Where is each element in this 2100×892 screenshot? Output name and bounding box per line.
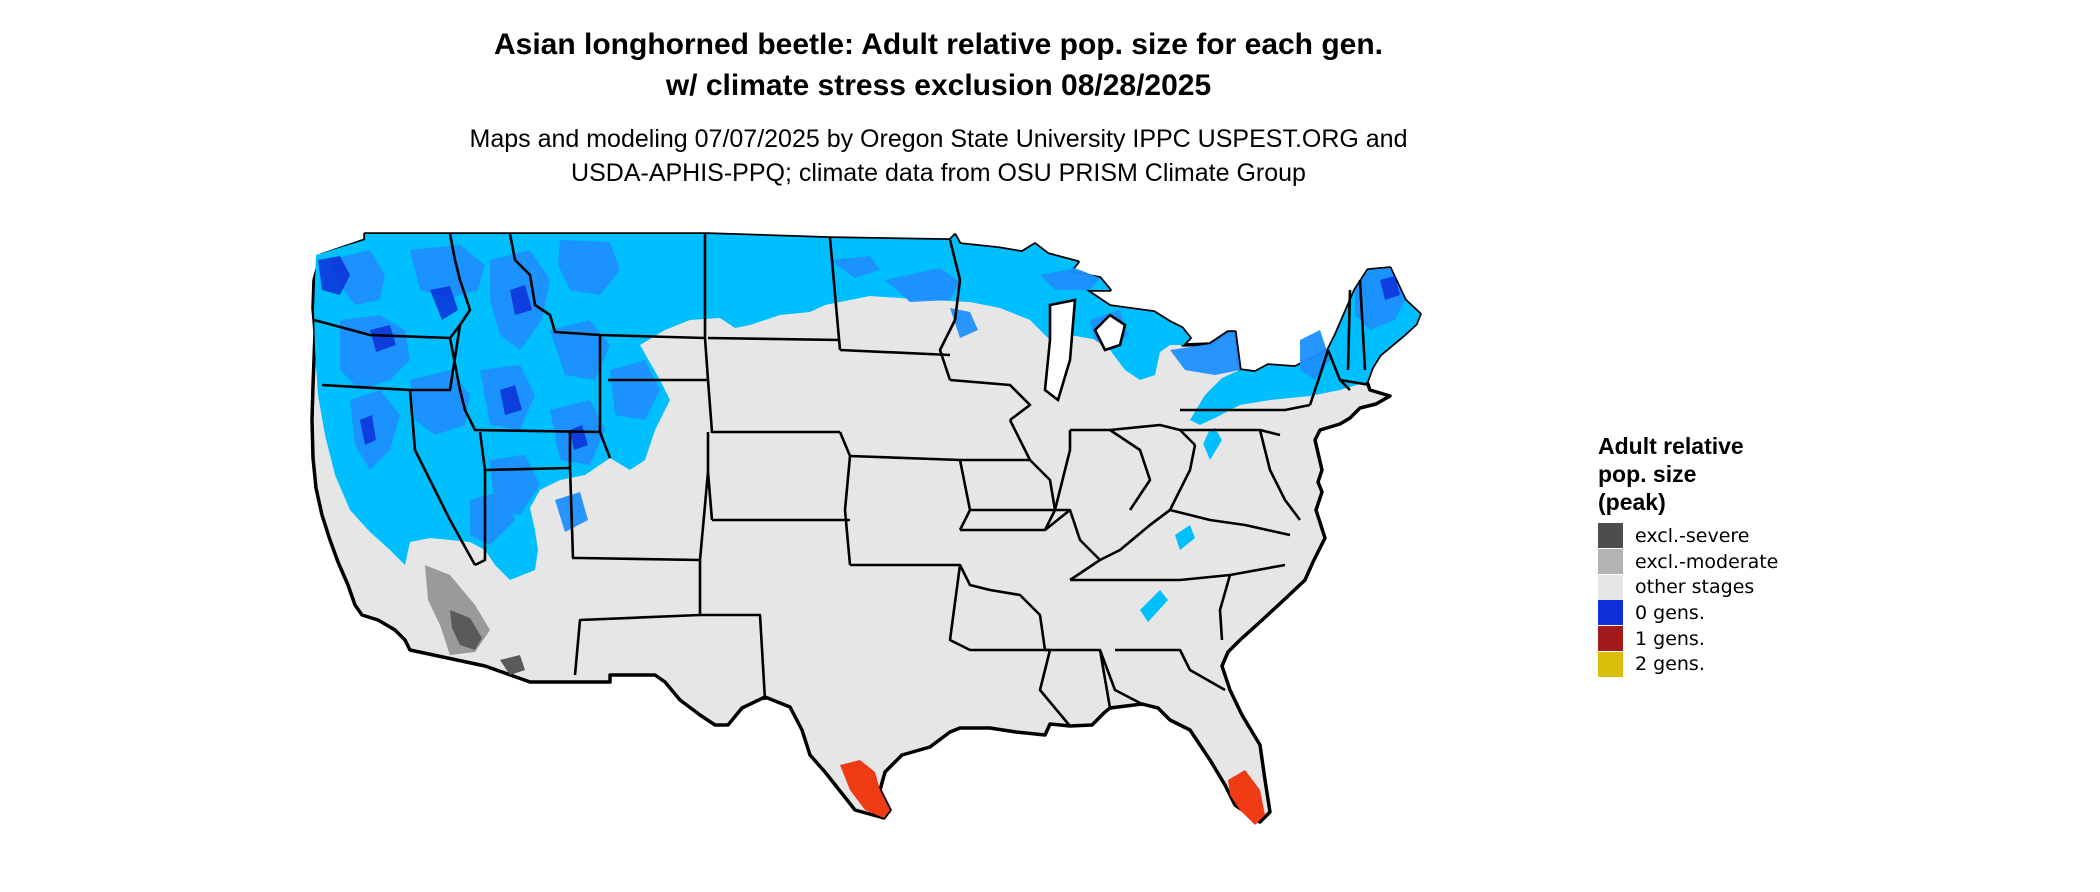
legend-item: other stages	[1598, 574, 1818, 600]
legend-swatch	[1598, 574, 1623, 600]
legend-swatch	[1598, 600, 1623, 626]
map-legend: Adult relative pop. size (peak) excl.-se…	[1598, 432, 1818, 677]
map-subtitle: Maps and modeling 07/07/2025 by Oregon S…	[0, 122, 1877, 190]
map-title: Asian longhorned beetle: Adult relative …	[0, 24, 1877, 106]
legend-label: 2 gens.	[1635, 653, 1705, 676]
legend-label: excl.-moderate	[1635, 550, 1779, 573]
map-title-line-2: w/ climate stress exclusion 08/28/2025	[665, 69, 1212, 102]
florida-hotspot	[1228, 770, 1265, 825]
legend-item: excl.-moderate	[1598, 549, 1818, 575]
legend-title: Adult relative pop. size (peak)	[1598, 432, 1818, 516]
legend-item: 1 gens.	[1598, 626, 1818, 652]
texas-hotspot	[840, 760, 890, 818]
legend-swatch	[1598, 626, 1623, 652]
map-title-line-1: Asian longhorned beetle: Adult relative …	[493, 28, 1384, 61]
legend-label: 1 gens.	[1635, 627, 1705, 650]
map-subtitle-line-2: USDA-APHIS-PPQ; climate data from OSU PR…	[571, 159, 1306, 187]
legend-label: excl.-severe	[1635, 524, 1750, 547]
legend-item: excl.-severe	[1598, 523, 1818, 549]
legend-swatch	[1598, 523, 1623, 549]
legend-item: 2 gens.	[1598, 651, 1818, 677]
legend-title-line: Adult relative	[1598, 433, 1744, 459]
legend-title-line: pop. size	[1598, 461, 1697, 487]
legend-swatch	[1598, 651, 1623, 677]
legend-items: excl.-severe excl.-moderate other stages 0 …	[1598, 523, 1818, 677]
legend-item: 0 gens.	[1598, 600, 1818, 626]
legend-label: 0 gens.	[1635, 601, 1705, 624]
legend-label: other stages	[1635, 576, 1755, 599]
legend-swatch	[1598, 549, 1623, 575]
map-subtitle-line-1: Maps and modeling 07/07/2025 by Oregon S…	[469, 125, 1408, 153]
legend-title-line: (peak)	[1598, 489, 1666, 515]
us-map	[310, 220, 1570, 890]
